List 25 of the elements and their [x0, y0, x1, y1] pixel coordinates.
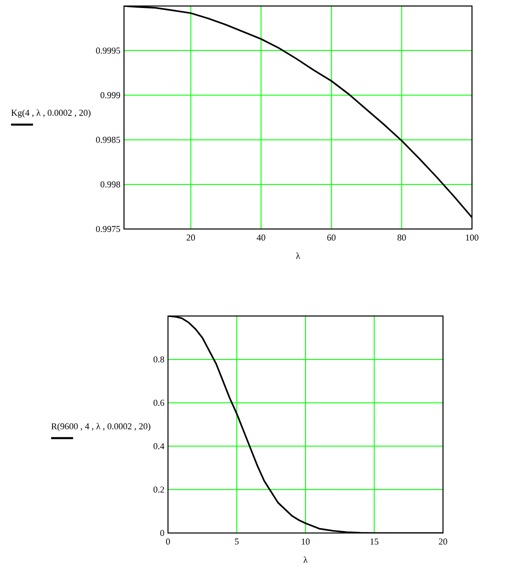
x-tick-label: 5 [235, 538, 239, 545]
y-tick-label: 0 [160, 530, 164, 536]
y-tick-label: 0.8 [154, 356, 164, 362]
x-tick-label: 10 [302, 538, 310, 545]
x-axis-title: λ [304, 556, 308, 563]
x-axis-title: λ [296, 252, 300, 259]
x-tick-label: 60 [327, 234, 336, 241]
x-tick-label: 80 [398, 234, 406, 241]
y-tick-label: 0.6 [154, 400, 164, 406]
y-tick-label: 0.999 [100, 92, 120, 98]
line-series [168, 316, 443, 533]
y-tick-label: 0.9975 [96, 226, 120, 232]
y-axis-title: R(9600 , 4 , λ , 0.0002 , 20) [51, 422, 150, 432]
y-tick-label: 0.4 [154, 443, 164, 450]
x-tick-label: 20 [438, 538, 448, 545]
y-tick-label: 0.2 [154, 486, 164, 493]
x-tick-label: 100 [466, 234, 478, 241]
x-tick-label: 20 [186, 234, 195, 241]
y-tick-label: 0.9985 [96, 136, 120, 143]
y-tick-label: 0.9995 [96, 48, 120, 54]
x-tick-label: 0 [166, 538, 170, 545]
y-tick-label: 0.998 [100, 181, 120, 188]
x-tick-label: 40 [256, 234, 266, 241]
y-axis-title: Kg(4 , λ , 0.0002 , 20) [11, 109, 90, 118]
x-tick-label: 15 [370, 538, 378, 545]
